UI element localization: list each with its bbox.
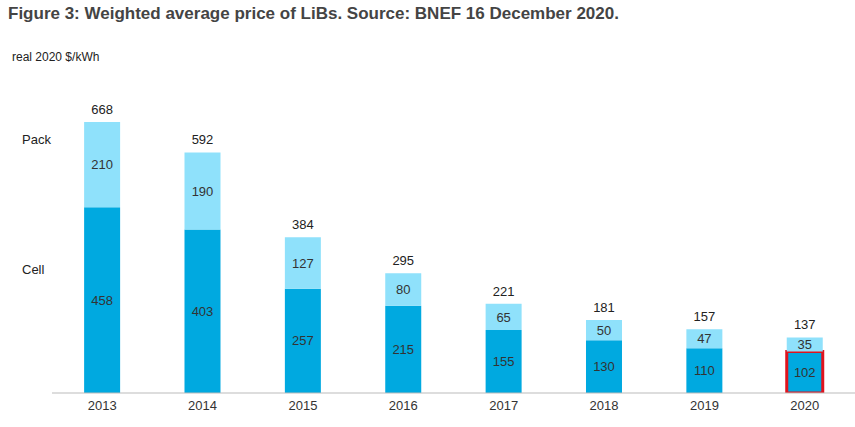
svg-text:2020: 2020 [790,398,819,413]
svg-text:137: 137 [794,317,816,332]
svg-text:130: 130 [593,359,615,374]
svg-text:592: 592 [192,132,214,147]
svg-text:210: 210 [91,157,113,172]
svg-text:65: 65 [496,310,510,325]
svg-text:181: 181 [593,300,615,315]
svg-text:127: 127 [292,256,314,271]
html-text:real 2020 $/kWh: real 2020 $/kWh [12,50,100,64]
svg-text:2018: 2018 [590,398,619,413]
svg-text:50: 50 [597,323,611,338]
svg-text:2016: 2016 [389,398,418,413]
svg-text:668: 668 [91,102,113,117]
svg-text:157: 157 [694,309,716,324]
svg-text:2015: 2015 [288,398,317,413]
svg-text:102: 102 [794,365,816,380]
svg-text:110: 110 [694,363,715,378]
svg-text:2019: 2019 [690,398,719,413]
svg-text:35: 35 [798,337,812,352]
svg-text:257: 257 [292,333,314,348]
svg-text:155: 155 [493,354,515,369]
html-text:Pack: Pack [22,132,51,147]
svg-text:458: 458 [91,293,113,308]
svg-text:47: 47 [697,331,711,346]
html-text:Figure 3: Weighted average pri: Figure 3: Weighted average price of LiBs… [8,4,619,23]
svg-text:2013: 2013 [88,398,117,413]
html-text:Cell: Cell [22,262,45,277]
svg-text:403: 403 [192,304,214,319]
svg-text:384: 384 [292,217,314,232]
svg-text:2017: 2017 [489,398,518,413]
svg-text:2014: 2014 [188,398,217,413]
svg-text:190: 190 [192,184,214,199]
svg-text:295: 295 [392,253,414,268]
svg-text:215: 215 [392,342,414,357]
svg-text:221: 221 [493,284,515,299]
svg-text:80: 80 [396,282,410,297]
